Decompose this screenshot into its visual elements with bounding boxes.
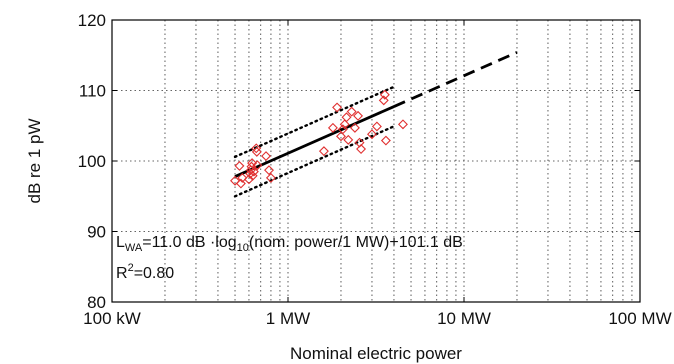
- data-point-diamond: [379, 89, 390, 100]
- data-point-diamond: [397, 119, 408, 130]
- x-tick-label: 1 MW: [266, 309, 310, 328]
- y-tick-label: 80: [87, 293, 106, 312]
- data-point-diamond: [339, 119, 350, 130]
- data-point-diamond: [371, 121, 382, 132]
- y-axis-label: dB re 1 pW: [25, 118, 44, 203]
- confidence-lower-line: [233, 125, 396, 198]
- data-point-diamond: [230, 175, 240, 186]
- data-point-diamond: [252, 160, 263, 171]
- data-point-diamond: [235, 178, 246, 189]
- data-point-diamond: [265, 172, 276, 183]
- data-point-diamond: [264, 165, 274, 176]
- x-tick-label: 100 kW: [83, 309, 141, 328]
- data-points: [230, 89, 408, 189]
- data-point-diamond: [234, 160, 245, 171]
- data-point-diamond: [332, 102, 343, 113]
- confidence-upper-line: [233, 85, 396, 159]
- equation-annotation: LWA=11.0 dB ·log10(nom. power/1 MW)+101.…: [116, 234, 463, 254]
- data-point-diamond: [251, 146, 262, 157]
- r-squared-annotation: R2=0.80: [116, 262, 174, 282]
- data-point-diamond: [346, 106, 357, 117]
- data-point-diamond: [349, 122, 360, 133]
- x-tick-label: 100 MW: [608, 309, 671, 328]
- data-point-diamond: [343, 134, 354, 145]
- data-point-diamond: [356, 144, 367, 154]
- data-point-diamond: [366, 129, 377, 140]
- y-tick-label: 120: [78, 11, 106, 30]
- x-tick-label: 10 MW: [437, 309, 491, 328]
- axis-ticks: 100 kW 1 MW 10 MW 100 MW 80 90 100 110 120: [78, 11, 672, 328]
- data-point-diamond: [251, 143, 262, 154]
- data-point-diamond: [378, 95, 389, 106]
- y-tick-label: 110: [79, 82, 106, 101]
- data-point-diamond: [341, 112, 352, 123]
- y-tick-label: 100: [78, 152, 106, 171]
- data-point-diamond: [261, 151, 271, 162]
- y-tick-label: 90: [87, 223, 106, 242]
- x-axis-label: Nominal electric power: [290, 344, 462, 363]
- data-point-diamond: [247, 158, 258, 169]
- data-point-diamond: [380, 135, 391, 146]
- regression-line-extrapolated: [393, 51, 518, 108]
- data-point-diamond: [353, 110, 364, 121]
- grid: [112, 20, 640, 302]
- data-point-diamond: [237, 172, 248, 183]
- confidence-band: [233, 85, 396, 198]
- data-point-diamond: [243, 174, 254, 185]
- data-point-diamond: [336, 131, 346, 142]
- plot-background: [112, 20, 640, 302]
- data-point-diamond: [248, 166, 259, 177]
- data-point-diamond: [318, 146, 329, 157]
- data-point-diamond: [327, 122, 338, 133]
